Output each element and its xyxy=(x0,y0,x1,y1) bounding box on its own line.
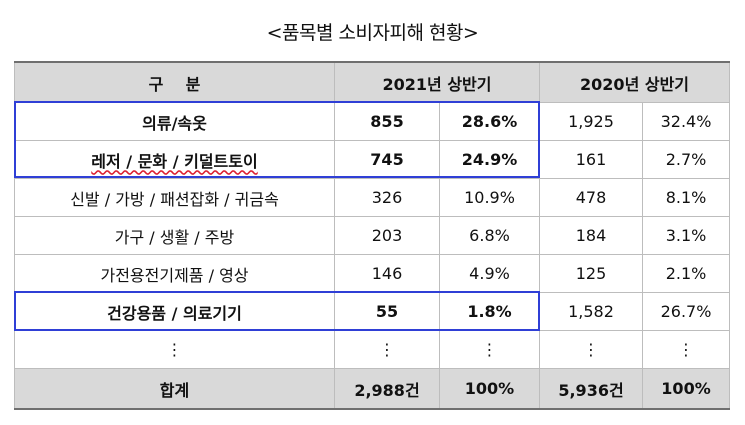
row-count-2020: 1,925 xyxy=(539,102,644,141)
ellipsis: ⋮ xyxy=(642,330,731,369)
row-share-2021: 10.9% xyxy=(438,178,541,217)
row-count-2021: 326 xyxy=(334,178,440,217)
total-share-2020: 100% xyxy=(642,368,731,410)
table-row: 가전용전기제품 / 영상 146 4.9% 125 2.1% xyxy=(14,254,731,293)
total-count-2021: 2,988건 xyxy=(334,368,440,410)
row-category: 가전용전기제품 / 영상 xyxy=(14,254,335,293)
row-share-2020: 8.1% xyxy=(642,178,731,217)
row-count-2021: 745 xyxy=(334,140,440,179)
total-count-2020: 5,936건 xyxy=(539,368,644,410)
ellipsis: ⋮ xyxy=(438,330,541,369)
row-share-2020: 26.7% xyxy=(642,292,731,331)
row-share-2020: 2.7% xyxy=(642,140,731,179)
table-row: 가구 / 생활 / 주방 203 6.8% 184 3.1% xyxy=(14,216,731,255)
header-category: 구 분 xyxy=(14,61,335,103)
table-row: 레저 / 문화 / 키덜트토이 745 24.9% 161 2.7% xyxy=(14,140,731,179)
row-category: 레저 / 문화 / 키덜트토이 xyxy=(14,140,335,179)
row-category: 건강용품 / 의료기기 xyxy=(14,292,335,331)
row-share-2021: 1.8% xyxy=(438,292,541,331)
total-share-2021: 100% xyxy=(438,368,541,410)
row-count-2020: 478 xyxy=(539,178,644,217)
table-row: 의류/속옷 855 28.6% 1,925 32.4% xyxy=(14,102,731,141)
row-share-2020: 2.1% xyxy=(642,254,731,293)
row-share-2021: 6.8% xyxy=(438,216,541,255)
table-row: 건강용품 / 의료기기 55 1.8% 1,582 26.7% xyxy=(14,292,731,331)
row-category: 신발 / 가방 / 패션잡화 / 귀금속 xyxy=(14,178,335,217)
row-share-2020: 32.4% xyxy=(642,102,731,141)
table-header-row: 구 분 2021년 상반기 2020년 상반기 xyxy=(14,61,731,103)
row-count-2020: 184 xyxy=(539,216,644,255)
total-label: 합계 xyxy=(14,368,335,410)
row-share-2021: 28.6% xyxy=(438,102,541,141)
complaints-by-category-table: 구 분 2021년 상반기 2020년 상반기 의류/속옷 855 28.6% … xyxy=(14,61,731,410)
header-2020: 2020년 상반기 xyxy=(539,61,731,103)
row-count-2021: 146 xyxy=(334,254,440,293)
table-row-ellipsis: ⋮ ⋮ ⋮ ⋮ ⋮ xyxy=(14,330,731,369)
row-count-2020: 1,582 xyxy=(539,292,644,331)
table-total-row: 합계 2,988건 100% 5,936건 100% xyxy=(14,368,731,410)
ellipsis: ⋮ xyxy=(14,330,335,369)
row-count-2020: 161 xyxy=(539,140,644,179)
row-count-2021: 203 xyxy=(334,216,440,255)
row-category: 의류/속옷 xyxy=(14,102,335,141)
row-count-2021: 855 xyxy=(334,102,440,141)
row-count-2021: 55 xyxy=(334,292,440,331)
table-title: <품목별 소비자피해 현황> xyxy=(266,22,479,44)
row-share-2020: 3.1% xyxy=(642,216,731,255)
row-share-2021: 4.9% xyxy=(438,254,541,293)
row-count-2020: 125 xyxy=(539,254,644,293)
row-share-2021: 24.9% xyxy=(438,140,541,179)
row-category: 가구 / 생활 / 주방 xyxy=(14,216,335,255)
ellipsis: ⋮ xyxy=(334,330,440,369)
header-2021: 2021년 상반기 xyxy=(333,61,541,103)
ellipsis: ⋮ xyxy=(539,330,644,369)
table-row: 신발 / 가방 / 패션잡화 / 귀금속 326 10.9% 478 8.1% xyxy=(14,178,731,217)
